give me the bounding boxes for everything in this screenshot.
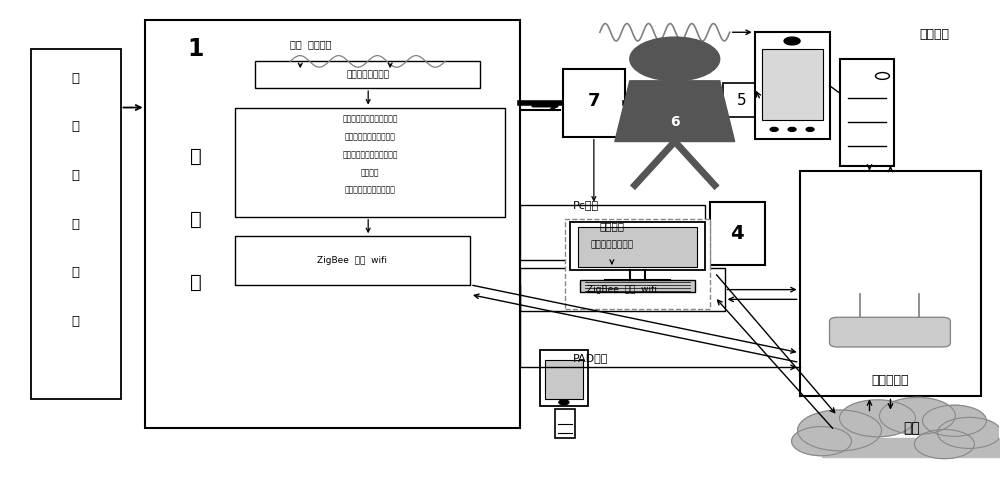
Circle shape	[922, 405, 986, 436]
Bar	[545, 360, 583, 399]
Bar	[723, 83, 761, 117]
Text: 吸: 吸	[190, 210, 201, 229]
Text: 呼: 呼	[190, 147, 201, 166]
Text: ZigBee  蓝牙  wifi: ZigBee 蓝牙 wifi	[317, 256, 387, 265]
FancyBboxPatch shape	[830, 318, 950, 347]
Text: PAD电脑: PAD电脑	[573, 353, 608, 363]
Circle shape	[937, 417, 1000, 449]
Bar	[235, 108, 505, 217]
Bar	[570, 222, 705, 270]
Bar	[565, 219, 710, 309]
Text: 流速  压力波形: 流速 压力波形	[290, 39, 331, 49]
Bar	[31, 49, 121, 399]
Text: 源: 源	[72, 266, 80, 279]
Circle shape	[630, 37, 720, 81]
Polygon shape	[615, 81, 735, 142]
Bar	[540, 350, 588, 406]
Text: 机: 机	[190, 273, 201, 292]
Bar	[800, 170, 981, 396]
Circle shape	[792, 427, 852, 456]
Bar	[555, 409, 575, 438]
Text: （: （	[72, 169, 80, 182]
Bar	[255, 61, 480, 88]
Text: 7: 7	[588, 92, 600, 110]
Text: 1: 1	[187, 37, 204, 61]
Text: 氧: 氧	[72, 218, 80, 230]
Text: 氧气浓度: 氧气浓度	[599, 222, 624, 231]
Text: Pc电脑: Pc电脑	[573, 200, 599, 209]
Bar	[755, 32, 830, 139]
Circle shape	[798, 410, 881, 451]
Bar	[710, 202, 765, 265]
Circle shape	[788, 128, 796, 131]
Text: 4: 4	[730, 225, 743, 244]
Text: 云端: 云端	[903, 421, 920, 435]
Text: 信号处理控制电路: 信号处理控制电路	[590, 240, 633, 249]
Bar	[235, 236, 470, 285]
Bar	[520, 205, 705, 261]
Circle shape	[806, 128, 814, 131]
Text: 漏气量、: 漏气量、	[361, 168, 379, 177]
Text: 5: 5	[737, 93, 746, 108]
Text: ）: ）	[72, 315, 80, 328]
Text: 6: 6	[670, 115, 680, 129]
Text: ZigBee  蓝牙  wifi: ZigBee 蓝牙 wifi	[587, 285, 657, 294]
Bar	[762, 49, 823, 120]
Circle shape	[770, 128, 778, 131]
Text: 监控终端: 监控终端	[919, 28, 949, 41]
Bar	[580, 280, 695, 292]
Bar	[578, 226, 697, 267]
Text: 智能路由器: 智能路由器	[872, 374, 909, 387]
Circle shape	[559, 400, 569, 405]
Circle shape	[784, 37, 800, 45]
Text: 气: 气	[72, 120, 80, 133]
Circle shape	[914, 430, 974, 459]
Bar	[840, 59, 894, 166]
Circle shape	[879, 397, 955, 434]
Text: 信号处理控制电路: 信号处理控制电路	[347, 70, 390, 79]
Circle shape	[840, 400, 915, 437]
Bar	[520, 268, 725, 312]
Text: 实际的呼吸频率、潮气量、: 实际的呼吸频率、潮气量、	[342, 114, 398, 123]
Bar	[563, 69, 625, 137]
Text: 氧: 氧	[72, 72, 80, 85]
Text: 呼气压力、压力上升时间、: 呼气压力、压力上升时间、	[342, 150, 398, 159]
Text: 实际有效使用时间等参数: 实际有效使用时间等参数	[345, 186, 396, 195]
Bar	[145, 20, 520, 428]
Text: 分钟通气量、吸气压力、: 分钟通气量、吸气压力、	[345, 132, 396, 141]
